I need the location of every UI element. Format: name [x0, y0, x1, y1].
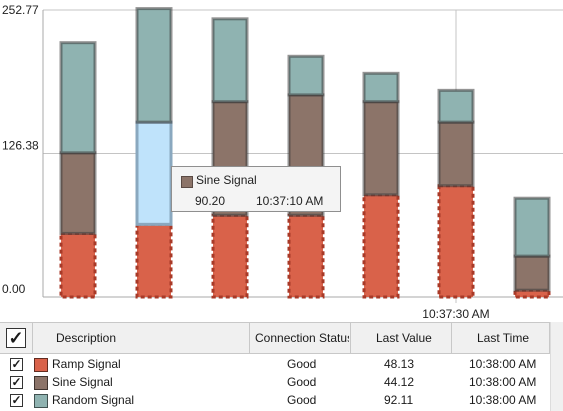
- bar-segment-sine-signal: [362, 100, 400, 197]
- column-separator[interactable]: [249, 323, 250, 353]
- row-connection-status: Good: [287, 393, 317, 407]
- y-tick-label: 126.38: [2, 139, 39, 153]
- row-description: Ramp Signal: [52, 357, 121, 371]
- row-last-time: 10:38:00 AM: [469, 357, 537, 371]
- bar-segment-random-signal: [287, 54, 325, 97]
- table-row[interactable]: ✓ Ramp Signal Good 48.13 10:38:00 AM: [0, 356, 550, 374]
- row-last-value: 44.12: [384, 375, 415, 389]
- bar-segment-random-signal: [59, 41, 97, 155]
- x-tick-label: 10:37:30 AM: [422, 307, 489, 321]
- column-header-connection-status[interactable]: Connection Status: [255, 331, 349, 345]
- vertical-scrollbar[interactable]: [550, 322, 563, 411]
- bar-segment-ramp-signal: [211, 213, 249, 299]
- chart-tooltip: Sine Signal 90.20 10:37:10 AM: [171, 166, 341, 212]
- series-color-swatch: [34, 358, 48, 372]
- y-tick-label: 252.77: [2, 3, 39, 17]
- table-row[interactable]: ✓ Sine Signal Good 44.12 10:38:00 AM: [0, 374, 550, 392]
- series-color-swatch: [34, 394, 48, 408]
- column-separator[interactable]: [32, 323, 33, 353]
- column-header-last-time[interactable]: Last Time: [477, 331, 530, 345]
- row-visible-checkbox[interactable]: ✓: [10, 357, 23, 371]
- grid-header: ✓ Description Connection Status Last Val…: [0, 322, 550, 354]
- bar-segment-random-signal: [437, 88, 475, 124]
- column-separator[interactable]: [549, 323, 550, 353]
- row-description: Sine Signal: [52, 375, 113, 389]
- y-tick-label: 0.00: [2, 282, 26, 296]
- bar-segment-sine-signal: [59, 151, 97, 235]
- column-header-description[interactable]: Description: [56, 331, 117, 345]
- row-description: Random Signal: [52, 393, 135, 407]
- bar-segment-random-signal: [135, 7, 173, 124]
- column-header-last-value[interactable]: Last Value: [376, 331, 432, 345]
- signal-grid: ✓ Description Connection Status Last Val…: [0, 322, 563, 411]
- bar-segment-sine-signal: [135, 120, 173, 226]
- series-color-swatch: [34, 376, 48, 390]
- row-last-value: 48.13: [384, 357, 415, 371]
- tooltip-series-swatch: [181, 176, 193, 188]
- bar-segment-random-signal: [362, 71, 400, 104]
- tooltip-series-name: Sine Signal: [196, 173, 257, 187]
- row-visible-checkbox[interactable]: ✓: [10, 375, 23, 389]
- column-separator[interactable]: [451, 323, 452, 353]
- table-row[interactable]: ✓ Random Signal Good 92.11 10:38:00 AM: [0, 392, 550, 410]
- bar-segment-sine-signal: [513, 254, 551, 292]
- select-all-checkbox[interactable]: ✓: [6, 328, 26, 348]
- stacked-bar-chart[interactable]: 252.77 126.38 0.00 10:37:30 AM: [0, 0, 563, 322]
- row-visible-checkbox[interactable]: ✓: [10, 393, 23, 407]
- bar-segment-ramp-signal: [287, 213, 325, 299]
- bar-segment-ramp-signal: [59, 231, 97, 299]
- column-separator[interactable]: [350, 323, 351, 353]
- row-connection-status: Good: [287, 375, 317, 389]
- bar-segment-random-signal: [211, 17, 249, 104]
- bar-segment-random-signal: [513, 196, 551, 258]
- tooltip-value: 90.20: [195, 194, 226, 208]
- bar-segment-ramp-signal: [437, 184, 475, 299]
- tooltip-time: 10:37:10 AM: [256, 194, 324, 208]
- row-last-time: 10:38:00 AM: [469, 393, 537, 407]
- bar-segment-ramp-signal: [362, 193, 400, 299]
- row-connection-status: Good: [287, 357, 317, 371]
- bar-segment-sine-signal: [437, 120, 475, 188]
- chart-area[interactable]: 252.77 126.38 0.00 10:37:30 AM Sine Signal …: [0, 0, 563, 322]
- bar-segment-ramp-signal: [135, 222, 173, 299]
- row-last-value: 92.11: [384, 393, 414, 407]
- row-last-time: 10:38:00 AM: [469, 375, 537, 389]
